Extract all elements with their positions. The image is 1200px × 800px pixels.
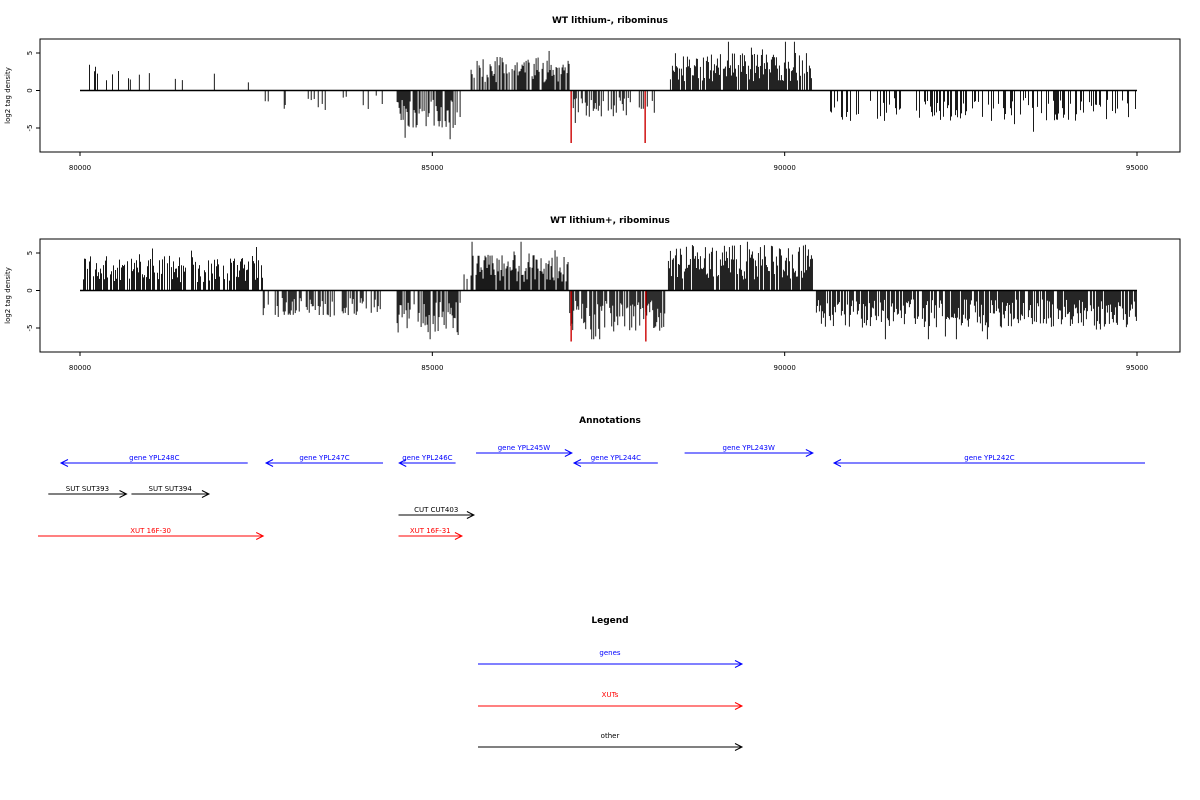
plot-frame (39, 238, 1181, 353)
chart-title: WT lithium-, ribominus (552, 16, 668, 26)
annotation-label: gene YPL243W (723, 444, 775, 452)
annotation-label: XUT 16F-30 (130, 527, 171, 535)
x-tick-label: 80000 (69, 164, 91, 172)
plot-frame (39, 38, 1181, 153)
legend-label: genes (599, 649, 620, 657)
y-tick-label: 0 (26, 288, 34, 292)
density-bars (89, 41, 1136, 140)
annotation-label: gene YPL245W (498, 444, 550, 452)
legend-arrow (478, 660, 744, 668)
annotation-label: SUT SUT394 (149, 485, 193, 493)
annotation-arrow (398, 459, 456, 467)
annotation-label: gene YPL248C (129, 454, 179, 462)
y-tick-label: -5 (26, 125, 34, 132)
y-tick-label: 5 (26, 51, 34, 55)
annotation-arrow (398, 511, 476, 519)
annotation-label: gene YPL244C (591, 454, 641, 462)
annotation-arrow (398, 532, 464, 540)
y-tick-label: 5 (26, 251, 34, 255)
density-bars (83, 241, 1137, 340)
annotation-arrow (264, 459, 384, 467)
annotation-arrow (59, 459, 248, 467)
annotation-arrow (38, 532, 265, 540)
x-tick-label: 90000 (774, 164, 796, 172)
annotation-label: gene YPL242C (964, 454, 1014, 462)
y-axis-label: log2 tag density (4, 267, 12, 324)
y-tick-label: 0 (26, 88, 34, 92)
chart-panel-lithium-minus: WT lithium-, ribominus log2 tag density -5… (4, 16, 1181, 172)
annotation-label: XUT 16F-31 (410, 527, 451, 535)
x-tick-label: 90000 (774, 364, 796, 372)
annotation-label: CUT CUT403 (414, 506, 458, 514)
x-tick-label: 85000 (421, 164, 443, 172)
annotation-label: SUT SUT393 (66, 485, 109, 493)
annotation-arrow (476, 449, 573, 457)
annotation-arrow (48, 490, 128, 498)
x-tick-label: 95000 (1126, 164, 1148, 172)
annotations-panel: Annotations gene YPL248C gene YPL247C gene… (38, 416, 1145, 540)
annotations-title: Annotations (579, 416, 641, 426)
x-tick-label: 95000 (1126, 364, 1148, 372)
legend-panel: Legend genes XUTs other (478, 616, 744, 751)
y-axis-label: log2 tag density (4, 67, 12, 124)
annotation-label: gene YPL247C (299, 454, 349, 462)
chart-panel-lithium-plus: WT lithium+, ribominus log2 tag density -5… (4, 216, 1181, 372)
annotation-arrow (572, 459, 658, 467)
legend-label: other (601, 732, 620, 740)
x-tick-label: 80000 (69, 364, 91, 372)
annotation-label: gene YPL246C (402, 454, 452, 462)
legend-label: XUTs (602, 691, 619, 699)
legend-title: Legend (591, 616, 628, 626)
y-tick-label: -5 (26, 325, 34, 332)
legend-arrow (478, 702, 744, 710)
annotation-arrow (684, 449, 814, 457)
chart-title: WT lithium+, ribominus (550, 216, 670, 226)
annotation-arrow (131, 490, 211, 498)
annotation-arrow (832, 459, 1145, 467)
x-tick-label: 85000 (421, 364, 443, 372)
legend-arrow (478, 743, 744, 751)
